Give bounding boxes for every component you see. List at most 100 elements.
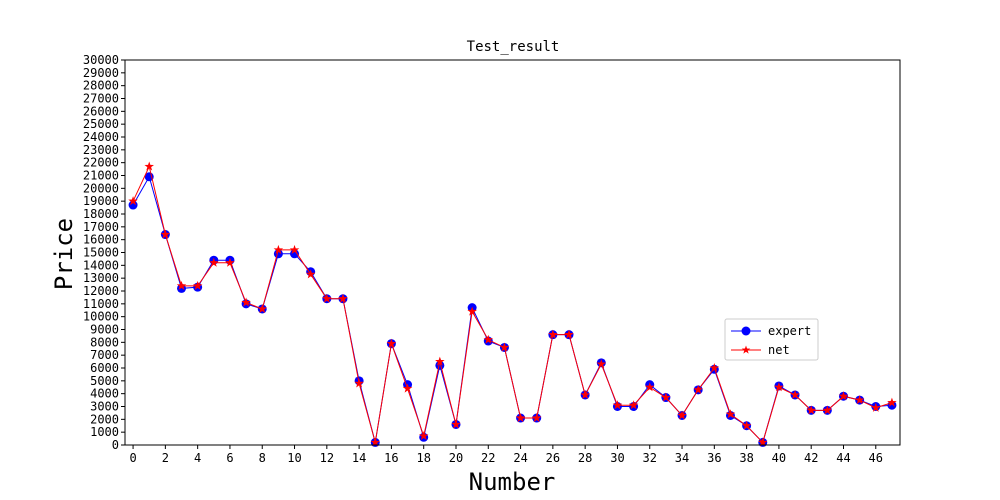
y-tick-label: 4000 xyxy=(90,387,119,401)
data-point-net xyxy=(741,420,752,430)
data-point-net xyxy=(354,378,364,388)
y-tick-label: 2000 xyxy=(90,412,119,426)
x-tick-label: 10 xyxy=(287,451,301,465)
data-point-net xyxy=(209,257,219,267)
y-tick-label: 8000 xyxy=(90,335,119,349)
plot-area xyxy=(125,60,900,445)
data-point-net xyxy=(725,409,736,419)
data-point-net xyxy=(322,293,332,303)
data-point-net xyxy=(144,161,154,171)
data-point-net xyxy=(580,389,590,399)
x-tick-label: 18 xyxy=(416,451,430,465)
x-tick-label: 14 xyxy=(352,451,366,465)
y-tick-label: 17000 xyxy=(83,220,119,234)
data-point-net xyxy=(273,244,284,254)
plot-frame xyxy=(124,59,901,446)
data-point-net xyxy=(386,338,397,348)
y-tick-label: 3000 xyxy=(90,400,119,414)
data-point-net xyxy=(160,229,171,239)
x-tick-label: 20 xyxy=(449,451,463,465)
x-tick-label: 32 xyxy=(643,451,657,465)
legend: expert net xyxy=(724,318,819,361)
data-point-expert xyxy=(128,200,138,210)
y-tick-label: 15000 xyxy=(83,246,119,260)
data-point-net xyxy=(564,329,574,339)
data-point-net xyxy=(612,400,623,410)
data-point-net xyxy=(709,363,720,373)
data-point-expert xyxy=(273,249,283,259)
data-point-net xyxy=(790,389,800,399)
data-point-net xyxy=(871,402,881,412)
x-tick-label: 12 xyxy=(320,451,334,465)
x-tick-label: 0 xyxy=(129,451,136,465)
data-point-net xyxy=(854,395,865,405)
x-tick-label: 28 xyxy=(578,451,592,465)
y-tick-label: 10000 xyxy=(83,310,119,324)
data-point-net xyxy=(418,431,429,441)
y-tick-label: 28000 xyxy=(83,79,119,93)
data-point-net xyxy=(499,342,510,352)
series-layer xyxy=(128,161,897,447)
x-axis-label: Number xyxy=(469,468,556,496)
x-tick-label: 42 xyxy=(804,451,818,465)
y-tick-label: 9000 xyxy=(90,323,119,337)
legend-net-label: net xyxy=(768,343,790,357)
y-tick-label: 0 xyxy=(112,438,119,452)
data-point-net xyxy=(774,382,784,392)
data-point-net xyxy=(822,405,833,415)
y-tick-label: 16000 xyxy=(83,233,119,247)
data-point-net xyxy=(644,382,655,392)
data-point-net xyxy=(887,397,897,407)
series-net xyxy=(128,161,897,447)
y-tick-label: 5000 xyxy=(90,374,119,388)
data-point-net xyxy=(661,392,671,402)
y-axis-ticks: 0100020003000400050006000700080009000100… xyxy=(83,53,125,452)
y-tick-label: 25000 xyxy=(83,117,119,131)
chart-title: Test_result xyxy=(467,39,560,55)
data-point-net xyxy=(628,400,639,410)
y-tick-label: 18000 xyxy=(83,207,119,221)
data-point-net xyxy=(758,437,768,447)
data-point-net xyxy=(677,410,687,420)
data-point-net xyxy=(806,405,816,415)
x-tick-label: 44 xyxy=(836,451,850,465)
legend-expert-marker xyxy=(741,326,751,336)
x-tick-label: 8 xyxy=(259,451,266,465)
y-tick-label: 29000 xyxy=(83,66,119,80)
data-point-net xyxy=(838,391,849,401)
data-point-net xyxy=(225,257,235,267)
x-tick-label: 24 xyxy=(513,451,527,465)
y-tick-label: 12000 xyxy=(83,284,119,298)
y-tick-label: 20000 xyxy=(83,181,119,195)
data-point-net xyxy=(176,280,187,290)
y-axis-label: Price xyxy=(50,218,78,290)
legend-expert-label: expert xyxy=(768,324,811,338)
y-tick-label: 24000 xyxy=(83,130,119,144)
data-point-net xyxy=(693,384,703,394)
y-tick-label: 27000 xyxy=(83,92,119,106)
data-point-net xyxy=(596,359,607,369)
x-tick-label: 6 xyxy=(226,451,233,465)
x-tick-label: 36 xyxy=(707,451,721,465)
y-tick-label: 22000 xyxy=(83,156,119,170)
data-point-net xyxy=(192,280,203,290)
y-tick-label: 6000 xyxy=(90,361,119,375)
data-point-net xyxy=(370,437,381,447)
data-point-net xyxy=(305,269,316,279)
x-tick-label: 2 xyxy=(162,451,169,465)
data-point-expert xyxy=(435,360,445,370)
data-point-net xyxy=(402,383,413,393)
y-tick-label: 30000 xyxy=(83,53,119,67)
y-tick-label: 26000 xyxy=(83,104,119,118)
y-tick-label: 11000 xyxy=(83,297,119,311)
y-tick-label: 19000 xyxy=(83,194,119,208)
data-point-net xyxy=(435,356,445,366)
x-axis-ticks: 0 2 4 6 8 10 12 14 16 18 20 22 24 26 28 30 32 34 36 38 40 42 4… xyxy=(129,445,883,465)
data-point-net xyxy=(515,413,526,423)
x-tick-label: 34 xyxy=(675,451,689,465)
y-tick-label: 23000 xyxy=(83,143,119,157)
data-point-net xyxy=(467,306,477,316)
x-tick-label: 16 xyxy=(384,451,398,465)
y-tick-label: 14000 xyxy=(83,258,119,272)
